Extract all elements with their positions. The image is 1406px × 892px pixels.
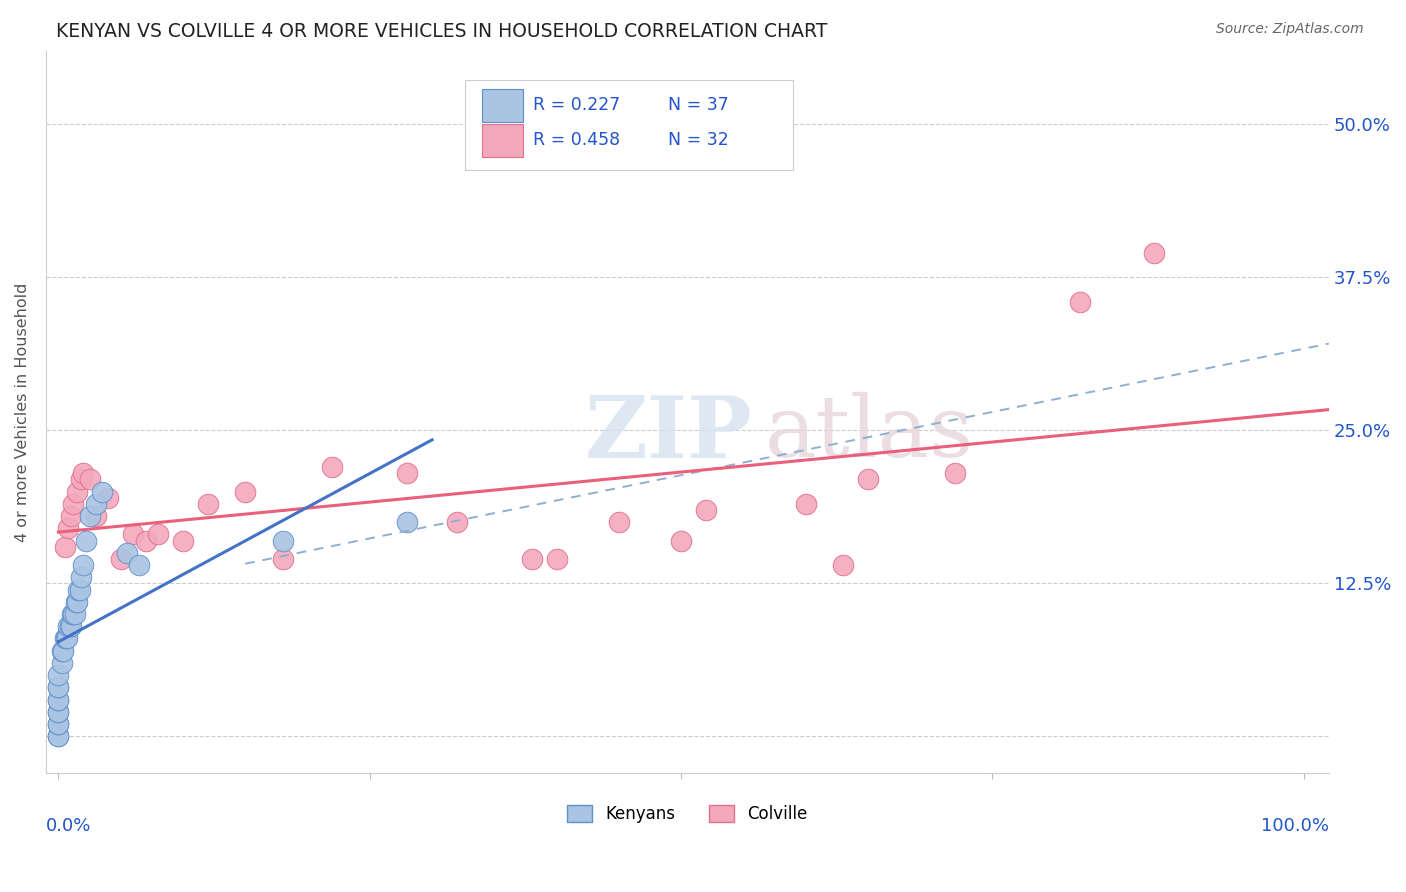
Point bbox=[52, 644, 75, 658]
Point bbox=[59, 619, 82, 633]
Point bbox=[832, 558, 855, 572]
Text: Source: ZipAtlas.com: Source: ZipAtlas.com bbox=[1216, 22, 1364, 37]
Point bbox=[84, 509, 107, 524]
Text: R = 0.227: R = 0.227 bbox=[533, 95, 620, 114]
Point bbox=[172, 533, 194, 548]
Point bbox=[396, 466, 419, 480]
Point bbox=[48, 730, 70, 744]
Point bbox=[62, 497, 84, 511]
Point bbox=[546, 552, 568, 566]
FancyBboxPatch shape bbox=[465, 79, 793, 169]
Point bbox=[943, 466, 966, 480]
Text: R = 0.458: R = 0.458 bbox=[533, 130, 620, 149]
Point bbox=[53, 540, 76, 554]
Point bbox=[48, 692, 70, 706]
Point bbox=[65, 595, 87, 609]
Point bbox=[271, 552, 294, 566]
Point bbox=[48, 717, 70, 731]
Point bbox=[60, 607, 83, 621]
Point bbox=[48, 668, 70, 682]
Point bbox=[51, 656, 73, 670]
Point bbox=[84, 497, 107, 511]
Point bbox=[69, 582, 91, 597]
Point bbox=[607, 515, 630, 529]
Point bbox=[48, 705, 70, 719]
Point bbox=[122, 527, 145, 541]
Point bbox=[59, 509, 82, 524]
Point bbox=[856, 472, 879, 486]
Text: ZIP: ZIP bbox=[585, 392, 752, 475]
Text: N = 32: N = 32 bbox=[668, 130, 728, 149]
Point bbox=[48, 692, 70, 706]
Point bbox=[794, 497, 817, 511]
Point bbox=[48, 730, 70, 744]
Point bbox=[72, 466, 94, 480]
Point bbox=[58, 521, 80, 535]
Point bbox=[48, 717, 70, 731]
Point bbox=[69, 472, 91, 486]
Point bbox=[271, 533, 294, 548]
Point bbox=[446, 515, 468, 529]
Text: atlas: atlas bbox=[765, 392, 973, 475]
Point bbox=[53, 632, 76, 646]
Point bbox=[396, 515, 419, 529]
Point bbox=[695, 503, 717, 517]
Y-axis label: 4 or more Vehicles in Household: 4 or more Vehicles in Household bbox=[15, 282, 30, 541]
Point bbox=[79, 472, 101, 486]
Point bbox=[128, 558, 150, 572]
Point bbox=[48, 705, 70, 719]
Point bbox=[91, 484, 114, 499]
Point bbox=[48, 681, 70, 695]
Point bbox=[1069, 294, 1091, 309]
Point bbox=[233, 484, 256, 499]
Point bbox=[75, 533, 97, 548]
FancyBboxPatch shape bbox=[482, 89, 523, 122]
Text: N = 37: N = 37 bbox=[668, 95, 728, 114]
Point bbox=[59, 619, 82, 633]
Point bbox=[58, 619, 80, 633]
Text: 0.0%: 0.0% bbox=[46, 816, 91, 835]
Point bbox=[110, 552, 132, 566]
Text: KENYAN VS COLVILLE 4 OR MORE VEHICLES IN HOUSEHOLD CORRELATION CHART: KENYAN VS COLVILLE 4 OR MORE VEHICLES IN… bbox=[56, 22, 828, 41]
Point bbox=[115, 546, 138, 560]
Point bbox=[55, 632, 77, 646]
Point bbox=[321, 460, 343, 475]
Point bbox=[62, 607, 84, 621]
Point bbox=[69, 570, 91, 584]
Point bbox=[146, 527, 169, 541]
Point bbox=[79, 509, 101, 524]
Point bbox=[1143, 245, 1166, 260]
Point bbox=[63, 607, 86, 621]
Text: 100.0%: 100.0% bbox=[1261, 816, 1329, 835]
Point bbox=[66, 484, 89, 499]
Point bbox=[135, 533, 157, 548]
Point bbox=[669, 533, 692, 548]
Point bbox=[197, 497, 219, 511]
Point bbox=[48, 681, 70, 695]
Point bbox=[520, 552, 543, 566]
Point bbox=[66, 595, 89, 609]
Point bbox=[67, 582, 90, 597]
Point bbox=[51, 644, 73, 658]
Point bbox=[72, 558, 94, 572]
Point bbox=[56, 632, 79, 646]
Legend: Kenyans, Colville: Kenyans, Colville bbox=[561, 798, 814, 830]
FancyBboxPatch shape bbox=[482, 124, 523, 157]
Point bbox=[97, 491, 120, 505]
